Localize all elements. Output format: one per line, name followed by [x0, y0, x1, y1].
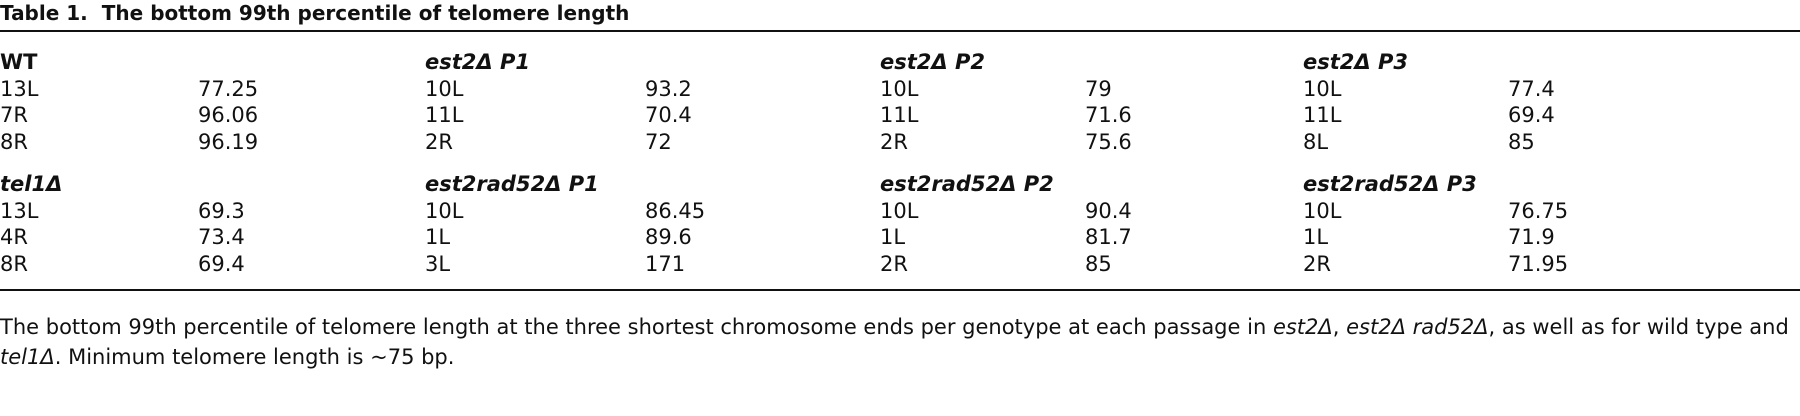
chromosome-end: 4R [0, 225, 28, 249]
chromosome-end: 7R [0, 103, 28, 127]
telomere-length: 73.4 [198, 225, 245, 249]
top-rule [0, 30, 1800, 32]
group-header: est2Δ P2 [880, 50, 985, 74]
chromosome-end: 10L [1303, 198, 1342, 223]
telomere-length: 171 [645, 251, 686, 276]
telomere-length: 81.7 [1085, 225, 1132, 249]
chromosome-end: 11L [1303, 103, 1342, 127]
table-caption: Table 1. The bottom 99th percentile of te… [0, 0, 629, 26]
group-header: est2rad52Δ P2 [880, 172, 1054, 196]
footnote-text: tel1Δ [0, 345, 55, 369]
group-header: est2Δ P1 [425, 50, 530, 74]
chromosome-end: 13L [0, 76, 39, 101]
telomere-length: 71.95 [1508, 251, 1569, 276]
telomere-length: 89.6 [645, 225, 692, 249]
chromosome-end: 3L [425, 251, 451, 276]
chromosome-end: 10L [425, 76, 464, 101]
footnote-text: , as well as for wild type and [1488, 315, 1789, 339]
footnote-text: est2Δ rad52Δ [1346, 315, 1489, 339]
chromosome-end: 1L [880, 225, 906, 249]
telomere-length: 70.4 [645, 103, 692, 127]
telomere-length: 71.6 [1085, 103, 1132, 127]
chromosome-end: 13L [0, 198, 39, 223]
table-label: Table 1. [0, 1, 88, 25]
telomere-length: 96.19 [198, 129, 259, 154]
chromosome-end: 10L [880, 198, 919, 223]
telomere-length: 77.25 [198, 76, 259, 101]
telomere-length: 85 [1085, 251, 1112, 276]
telomere-length: 71.9 [1508, 225, 1555, 249]
chromosome-end: 2R [880, 251, 908, 276]
telomere-length: 93.2 [645, 76, 692, 101]
chromosome-end: 8R [0, 251, 28, 276]
chromosome-end: 2R [425, 129, 453, 154]
chromosome-end: 10L [1303, 76, 1342, 101]
chromosome-end: 10L [880, 76, 919, 101]
telomere-length: 72 [645, 129, 672, 154]
chromosome-end: 10L [425, 198, 464, 223]
group-header: est2rad52Δ P1 [425, 172, 599, 196]
telomere-length: 85 [1508, 129, 1535, 154]
chromosome-end: 11L [880, 103, 919, 127]
chromosome-end: 1L [1303, 225, 1329, 249]
group-header: WT [0, 50, 38, 74]
telomere-length: 77.4 [1508, 76, 1555, 101]
bottom-rule [0, 289, 1800, 291]
telomere-length: 69.4 [1508, 103, 1555, 127]
chromosome-end: 1L [425, 225, 451, 249]
telomere-length: 69.4 [198, 251, 245, 276]
telomere-length: 75.6 [1085, 129, 1132, 154]
telomere-length: 86.45 [645, 198, 706, 223]
telomere-length: 96.06 [198, 103, 259, 127]
footnote-text: est2Δ [1272, 315, 1333, 339]
group-header: est2rad52Δ P3 [1303, 172, 1477, 196]
telomere-length: 79 [1085, 76, 1112, 101]
footnote: The bottom 99th percentile of telomere l… [0, 312, 1795, 372]
telomere-length: 69.3 [198, 198, 245, 223]
group-header: est2Δ P3 [1303, 50, 1408, 74]
chromosome-end: 2R [1303, 251, 1331, 276]
table-title: The bottom 99th percentile of telomere l… [101, 1, 630, 25]
telomere-length: 90.4 [1085, 198, 1132, 223]
telomere-length: 76.75 [1508, 198, 1569, 223]
chromosome-end: 2R [880, 129, 908, 154]
footnote-text: The bottom 99th percentile of telomere l… [0, 315, 1273, 339]
footnote-text: , [1332, 315, 1347, 339]
footnote-text: . Minimum telomere length is ~75 bp. [54, 345, 455, 369]
chromosome-end: 8L [1303, 129, 1329, 154]
chromosome-end: 8R [0, 129, 28, 154]
group-header: tel1Δ [0, 172, 63, 196]
chromosome-end: 11L [425, 103, 464, 127]
